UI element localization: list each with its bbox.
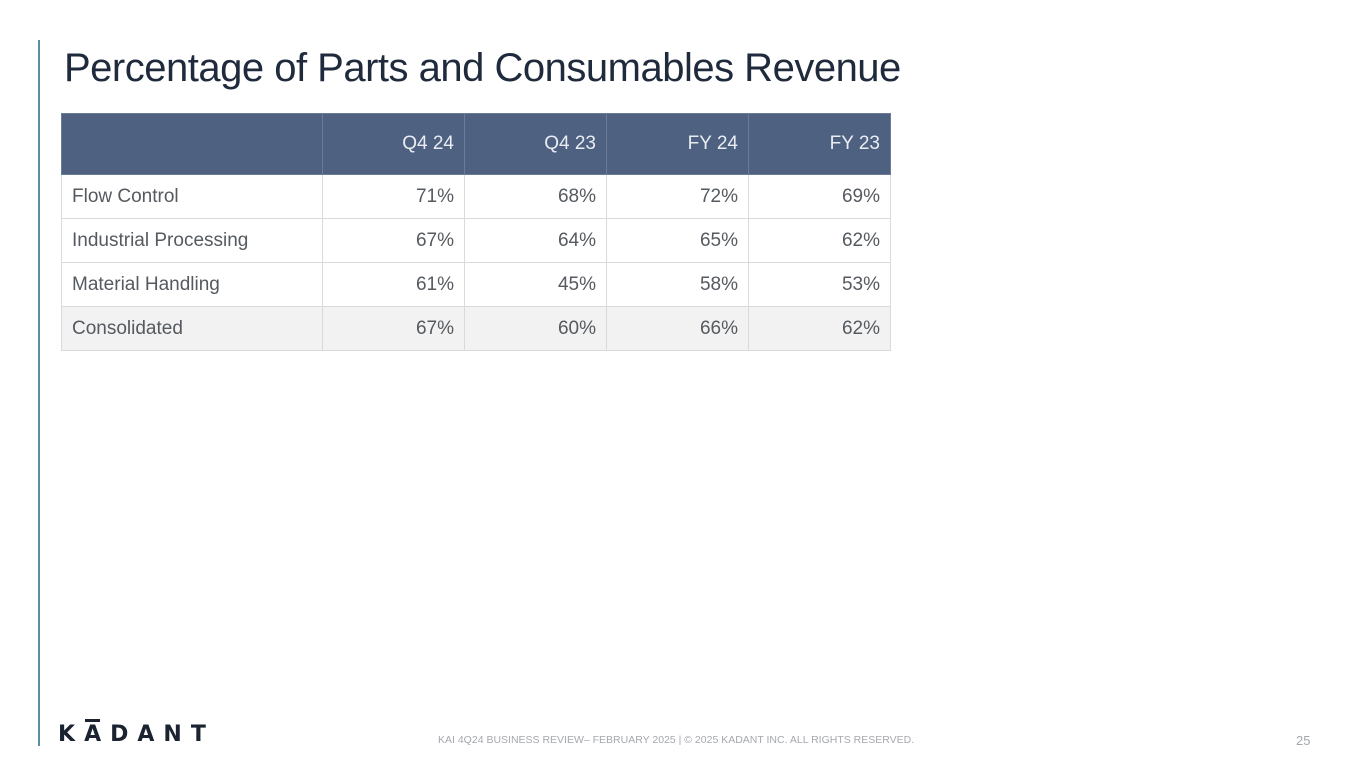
row-label: Material Handling bbox=[61, 262, 323, 307]
table-cell: 66% bbox=[606, 306, 749, 351]
page-number: 25 bbox=[1296, 733, 1311, 748]
row-label: Flow Control bbox=[61, 174, 323, 219]
table-cell: 61% bbox=[322, 262, 465, 307]
kadant-logo: K A D A N T bbox=[58, 716, 215, 746]
table-cell: 68% bbox=[464, 174, 607, 219]
table-cell: 65% bbox=[606, 218, 749, 263]
total-row-label: Consolidated bbox=[61, 306, 323, 351]
header-cell-q4-23: Q4 23 bbox=[464, 113, 607, 175]
table-cell: 62% bbox=[748, 218, 891, 263]
table-cell: 53% bbox=[748, 262, 891, 307]
logo-letter: T bbox=[190, 722, 206, 747]
slide-title: Percentage of Parts and Consumables Reve… bbox=[64, 46, 901, 90]
table-cell: 60% bbox=[464, 306, 607, 351]
logo-letter: D bbox=[110, 722, 129, 747]
table-row: Industrial Processing 67% 64% 65% 62% bbox=[61, 218, 891, 263]
accent-rule bbox=[38, 40, 40, 746]
table-cell: 58% bbox=[606, 262, 749, 307]
table-cell: 67% bbox=[322, 218, 465, 263]
table-header-row: Q4 24 Q4 23 FY 24 FY 23 bbox=[61, 113, 891, 175]
header-cell-empty bbox=[61, 113, 323, 175]
table-cell: 69% bbox=[748, 174, 891, 219]
table-cell: 72% bbox=[606, 174, 749, 219]
logo-letter: N bbox=[163, 722, 182, 747]
revenue-table: Q4 24 Q4 23 FY 24 FY 23 Flow Control 71%… bbox=[61, 113, 891, 351]
logo-letter: A bbox=[84, 719, 102, 747]
table-cell: 71% bbox=[322, 174, 465, 219]
table-row: Material Handling 61% 45% 58% 53% bbox=[61, 262, 891, 307]
table-cell: 67% bbox=[322, 306, 465, 351]
header-cell-q4-24: Q4 24 bbox=[322, 113, 465, 175]
logo-letter: A bbox=[137, 722, 155, 747]
table-cell: 62% bbox=[748, 306, 891, 351]
header-cell-fy-24: FY 24 bbox=[606, 113, 749, 175]
footer-text: KAI 4Q24 BUSINESS REVIEW– FEBRUARY 2025 … bbox=[438, 734, 915, 746]
row-label: Industrial Processing bbox=[61, 218, 323, 263]
table-row: Flow Control 71% 68% 72% 69% bbox=[61, 174, 891, 219]
table-cell: 64% bbox=[464, 218, 607, 263]
table-total-row: Consolidated 67% 60% 66% 62% bbox=[61, 306, 891, 351]
logo-letter: K bbox=[58, 722, 76, 747]
header-cell-fy-23: FY 23 bbox=[748, 113, 891, 175]
table-cell: 45% bbox=[464, 262, 607, 307]
